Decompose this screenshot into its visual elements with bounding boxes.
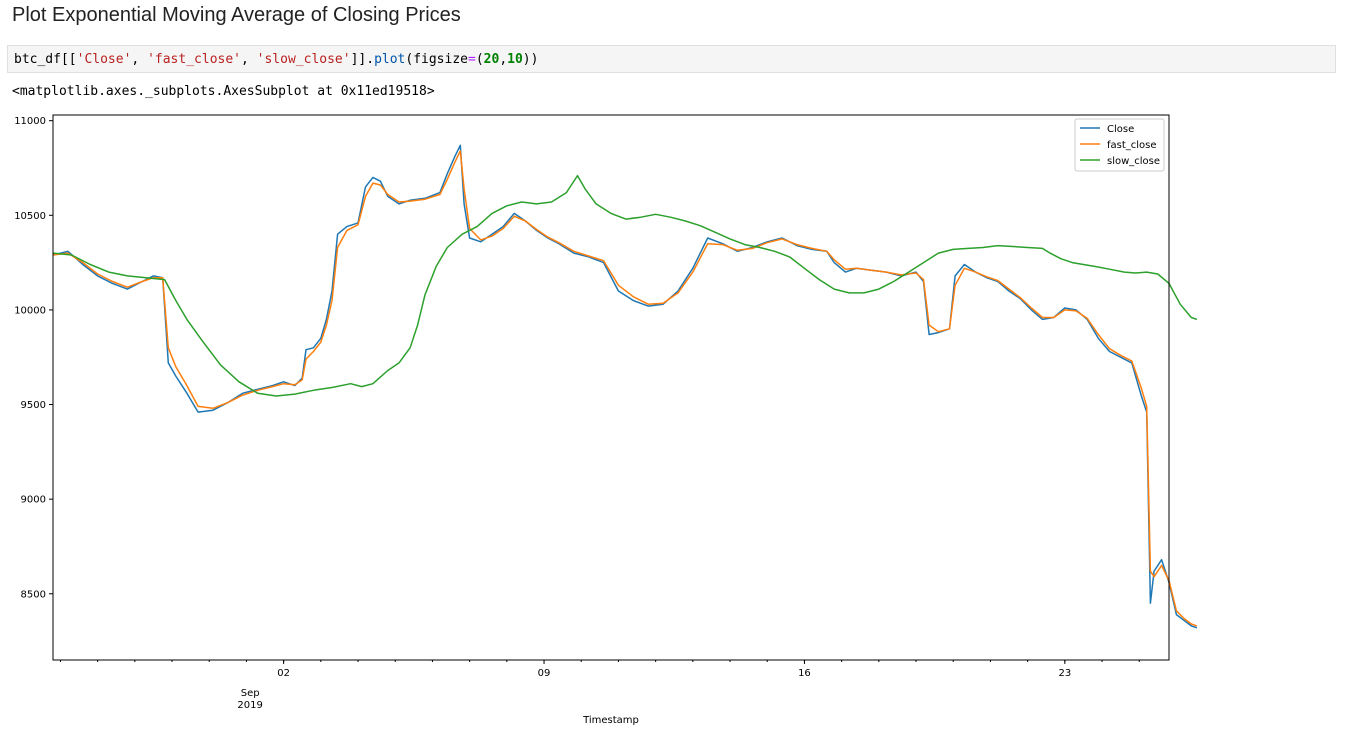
code-operator: =	[468, 52, 476, 67]
axis-layer: 8500 9000 9500 10000 10500 11000 02 09 16 23 Sep20…	[14, 116, 1140, 711]
y-tick-label: 9500	[21, 400, 46, 411]
series-line-slow-close	[52, 174, 1198, 397]
legend-label-close: Close	[1107, 124, 1134, 135]
line-chart: 8500 9000 9500 10000 10500 11000 02 09 16 23 Sep20…	[14, 114, 1198, 726]
code-token: (	[475, 52, 484, 67]
series-line-fast-close	[52, 150, 1198, 627]
plot-frame	[52, 114, 1170, 661]
code-token: ]].	[350, 52, 375, 67]
x-tick-label: 02	[277, 668, 290, 679]
series-layer	[52, 144, 1198, 629]
x-month-label: Sep	[241, 688, 260, 699]
y-tick-label: 10500	[14, 211, 46, 222]
code-token: (figsize	[405, 52, 468, 67]
code-token: ,	[499, 52, 508, 67]
code-string: 'fast_close'	[147, 52, 241, 67]
legend-label-slow-close: slow_close	[1107, 156, 1160, 167]
x-tick-label: 23	[1058, 668, 1071, 679]
code-token: btc_df[[	[14, 52, 77, 67]
code-token: ))	[522, 52, 539, 67]
y-tick-label: 11000	[14, 116, 46, 127]
cell-output-text: <matplotlib.axes._subplots.AxesSubplot a…	[12, 84, 435, 99]
legend-box	[1074, 118, 1165, 172]
x-tick-label: 16	[798, 668, 811, 679]
code-string: 'Close'	[76, 52, 132, 67]
code-function: plot	[374, 52, 406, 67]
code-string: 'slow_close'	[256, 52, 351, 67]
series-line-close	[52, 144, 1198, 629]
y-tick-label: 10000	[14, 305, 46, 316]
legend: Close fast_close slow_close	[1074, 118, 1165, 172]
page-heading: Plot Exponential Moving Average of Closi…	[12, 4, 461, 26]
legend-label-fast-close: fast_close	[1107, 140, 1157, 151]
x-year-label: 2019	[237, 700, 262, 711]
x-axis-label: Timestamp	[582, 715, 639, 726]
code-number: 10	[507, 52, 523, 67]
y-tick-label: 9000	[21, 495, 46, 506]
x-tick-label: 09	[538, 668, 551, 679]
y-tick-label: 8500	[21, 589, 46, 600]
code-token: ,	[241, 52, 257, 67]
code-cell[interactable]: btc_df[['Close', 'fast_close', 'slow_clo…	[7, 45, 1336, 73]
code-token: ,	[131, 52, 148, 67]
code-number: 20	[483, 52, 500, 67]
